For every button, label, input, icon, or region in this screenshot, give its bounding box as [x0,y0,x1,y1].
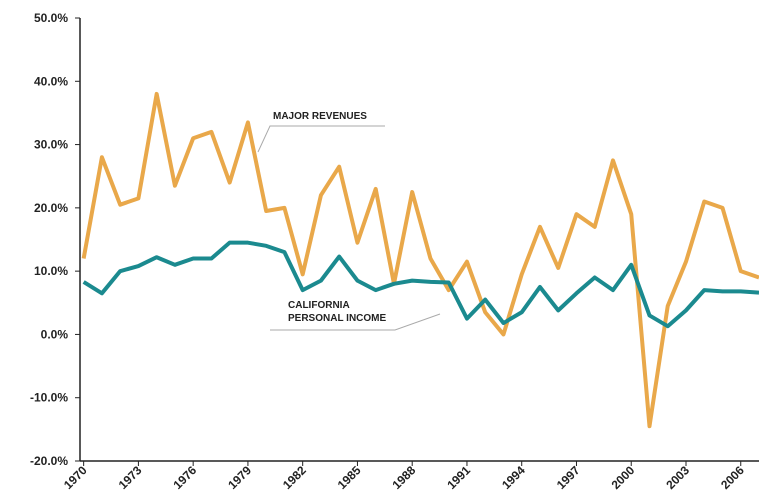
x-tick-label: 1979 [225,463,254,492]
x-tick-label: 1973 [116,463,145,492]
x-tick-label: 1988 [390,463,419,492]
y-tick-label: 10.0% [34,264,68,278]
annotation: CALIFORNIA [288,300,350,311]
x-tick-label: 1976 [171,463,200,492]
y-tick-label: 30.0% [34,138,68,152]
x-tick-label: 2000 [609,463,638,492]
leader-line [270,313,441,331]
x-tick-label: 1982 [280,463,309,492]
x-tick-label: 2003 [663,463,692,492]
y-tick-label: 20.0% [34,201,68,215]
x-tick-label: 1985 [335,463,364,492]
annotation: MAJOR REVENUES [273,111,367,122]
x-tick-label: 1994 [499,463,528,492]
x-tick-label: 1991 [444,463,473,492]
series-line [81,91,759,429]
y-tick-label: -20.0% [30,454,68,468]
x-tick-label: 1997 [554,463,583,492]
y-tick-label: -10.0% [30,391,68,405]
series-line [82,240,759,329]
leader-line [257,125,385,153]
y-tick-label: 0.0% [41,327,69,341]
x-tick-label: 2006 [718,463,747,492]
y-tick-label: 40.0% [34,74,68,88]
annotation: PERSONAL INCOME [288,313,386,324]
y-tick-label: 50.0% [34,11,68,25]
